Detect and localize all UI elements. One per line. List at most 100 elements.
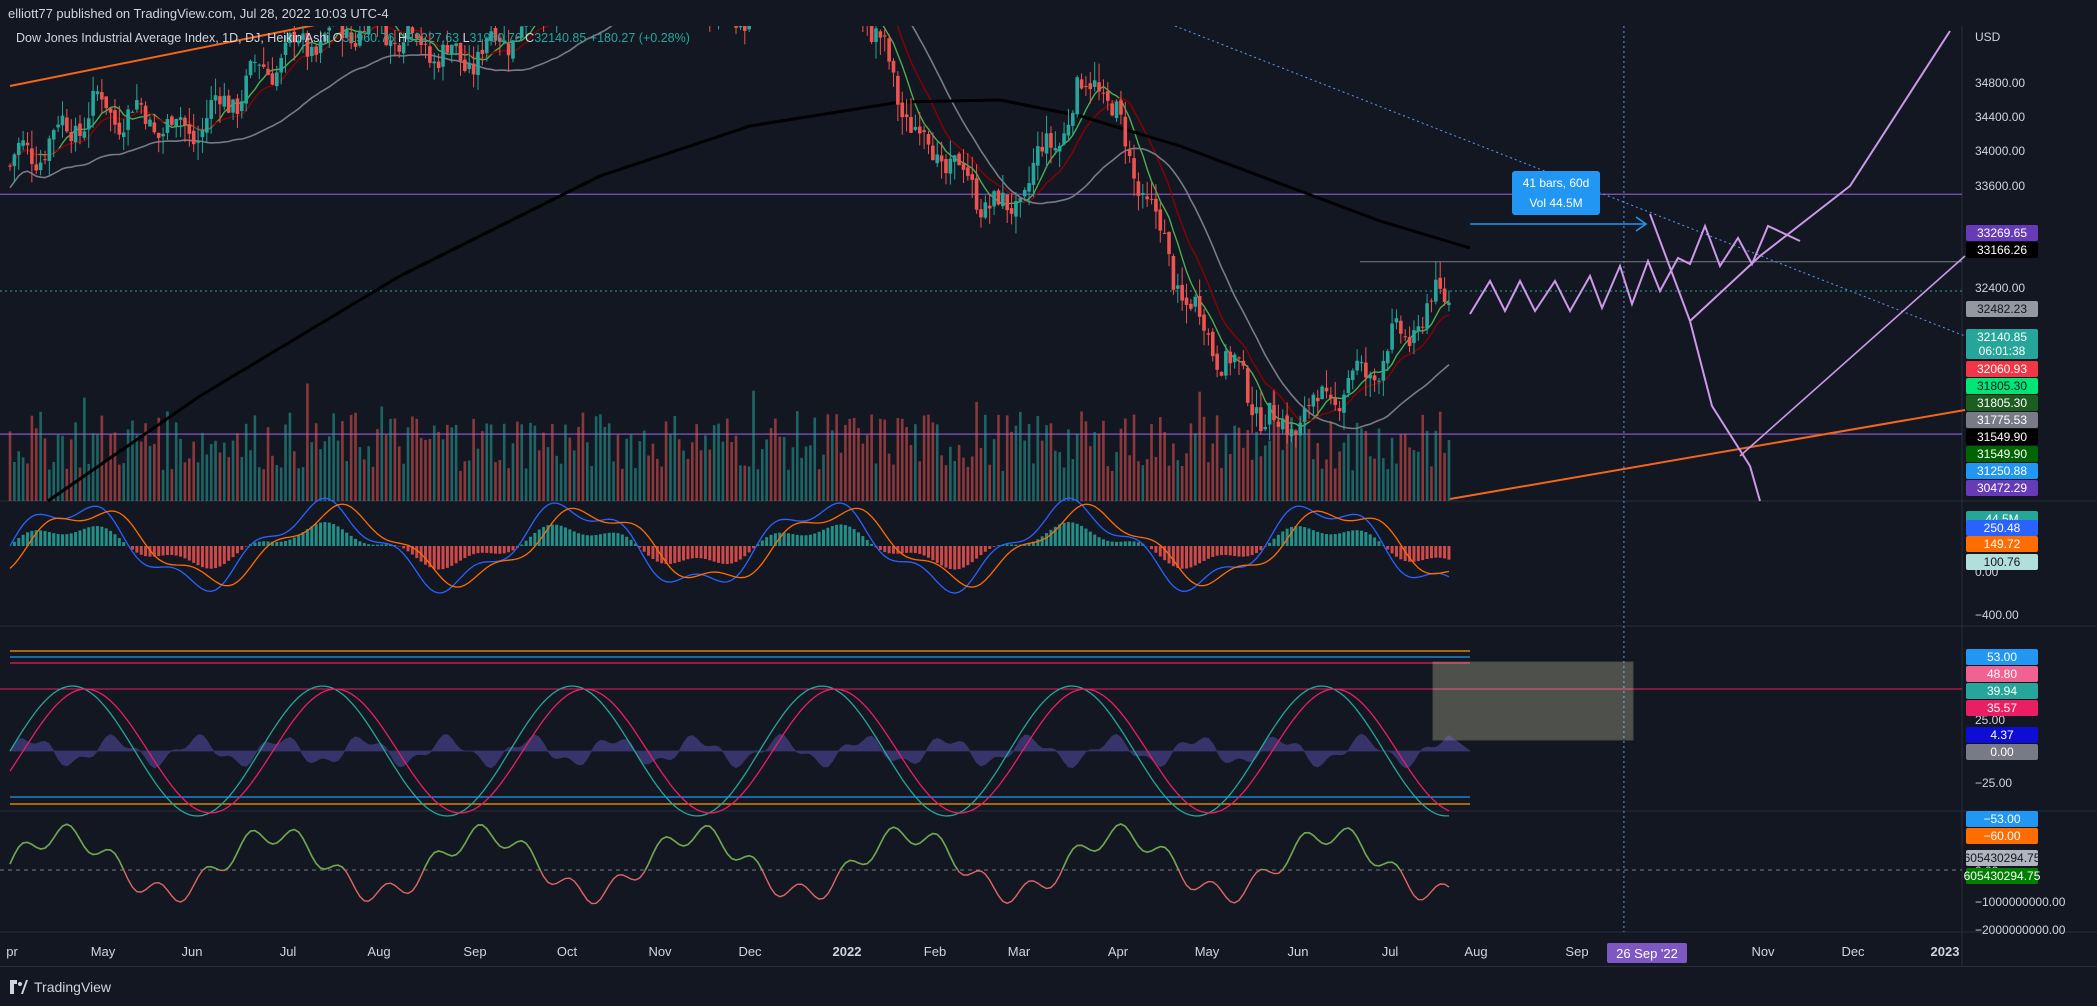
candle-body [1185, 298, 1189, 305]
macd-hist-bar [337, 526, 340, 546]
volume-bar [643, 431, 646, 501]
volume-bar [485, 423, 488, 501]
candle-body [74, 126, 78, 142]
volume-bar [109, 435, 112, 501]
ema-fast-line [10, 26, 1449, 427]
volume-bar [1115, 452, 1118, 501]
price-tick-label: 32400.00 [1975, 281, 2025, 295]
macd-hist-bar [87, 527, 90, 546]
macd-hist-bar [57, 534, 60, 546]
volume-bar [245, 424, 248, 501]
osc-tag: −60.00 [1983, 829, 2020, 843]
macd-hist-bar [1312, 530, 1315, 546]
macd-hist-bar [861, 536, 864, 546]
volume-bar [450, 427, 453, 501]
candle-body [1045, 133, 1049, 153]
macd-hist-bar [1198, 546, 1201, 563]
macd-hist-bar [643, 546, 646, 552]
candle-body [1123, 117, 1127, 147]
volume-bar [1255, 432, 1258, 501]
candle-body [905, 114, 909, 117]
macd-hist-bar [818, 532, 821, 546]
macd-hist-bar [122, 542, 125, 546]
candle-body [271, 73, 275, 84]
macd-hist-bar [415, 546, 418, 558]
volume-bar [529, 423, 532, 501]
legend-h-value: 32227.63 [407, 31, 463, 45]
candle-body [1058, 146, 1062, 152]
volume-bar [359, 447, 362, 501]
candle-body [1145, 196, 1149, 199]
candle-body [1067, 125, 1071, 136]
footer: TradingView [0, 966, 2097, 1006]
cum-negative-line [10, 824, 1449, 904]
macd-hist-bar [135, 546, 138, 553]
volume-bar [1141, 465, 1144, 501]
macd-hist-bar [183, 546, 186, 558]
macd-hist-bar [577, 533, 580, 546]
volume-bar [1382, 458, 1385, 501]
candle-body [472, 64, 476, 75]
volume-bar [652, 444, 655, 501]
macd-hist-bar [1360, 531, 1363, 546]
time-label: 2023 [1931, 944, 1960, 959]
volume-bar [678, 439, 681, 501]
macd-hist-bar [407, 546, 410, 551]
volume-bar [1072, 459, 1075, 501]
macd-hist-bar [739, 546, 742, 559]
volume-bar [26, 464, 29, 501]
volume-bar [74, 422, 77, 501]
macd-hist-bar [879, 546, 882, 550]
time-label: Nov [1751, 944, 1775, 959]
macd-hist-bar [1063, 523, 1066, 546]
volume-bar [499, 460, 502, 501]
volume-bar [35, 428, 38, 501]
volume-bar [617, 435, 620, 501]
macd-hist-bar [1036, 539, 1039, 546]
candle-body [174, 119, 178, 126]
volume-bar [267, 427, 270, 501]
volume-bar [730, 442, 733, 501]
volume-bar [835, 414, 838, 501]
volume-bar [162, 470, 165, 501]
macd-hist-bar [205, 546, 208, 568]
macd-hist-bar [1395, 546, 1398, 557]
candle-body [1233, 355, 1237, 363]
volume-bar [1150, 424, 1153, 501]
macd-hist-bar [796, 535, 799, 546]
macd-hist-bar [498, 546, 501, 554]
volume-bar [1058, 452, 1061, 501]
candle-body [1080, 79, 1084, 88]
candle-body [192, 131, 196, 144]
volume-bar [1268, 441, 1271, 501]
macd-hist-bar [1137, 542, 1140, 546]
candle-body [1351, 370, 1355, 380]
volume-bar [687, 459, 690, 501]
volume-bar [1137, 461, 1140, 501]
volume-bar [809, 445, 812, 501]
macd-hist-bar [297, 535, 300, 546]
candle-body [1285, 416, 1289, 435]
macd-hist-bar [61, 534, 64, 546]
macd-hist-bar [901, 546, 904, 553]
candle-body [1443, 289, 1447, 303]
macd-hist-bar [1106, 541, 1109, 546]
candle-body [1040, 147, 1044, 152]
candle-body [1189, 304, 1193, 309]
volume-bar [1045, 425, 1048, 501]
macd-hist-bar [1089, 532, 1092, 546]
macd-hist-bar [1049, 530, 1052, 546]
macd-hist-bar [962, 546, 965, 568]
volume-bar [980, 448, 983, 501]
macd-hist-bar [966, 546, 969, 565]
macd-hist-bar [1325, 534, 1328, 546]
volume-bar [691, 442, 694, 501]
volume-bar [297, 468, 300, 501]
volume-bar [13, 462, 16, 501]
candle-body [747, 26, 751, 29]
candle-body [161, 134, 165, 136]
volume-bar [394, 419, 397, 501]
price-tag: 32140.85 [1977, 330, 2027, 344]
